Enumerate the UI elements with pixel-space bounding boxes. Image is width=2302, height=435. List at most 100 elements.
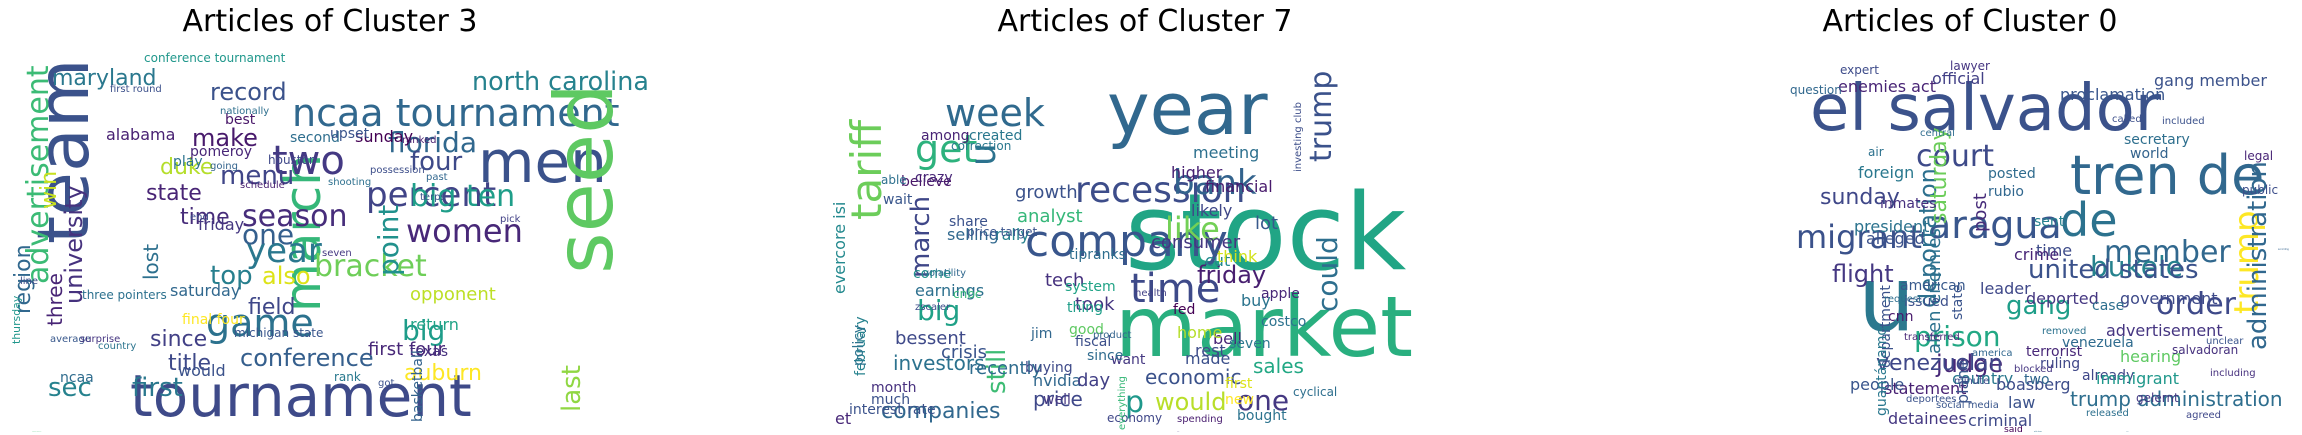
word-ncaa-tournament: ncaa tournament [292, 91, 620, 135]
word-well: well [1043, 392, 1071, 408]
word-called: called [2112, 114, 2142, 125]
word-secretary: secretary [2124, 132, 2190, 148]
word-season: season [242, 199, 347, 234]
word-team: team [22, 59, 105, 245]
word-foreign: foreign [1858, 163, 1914, 182]
word-america: america [1972, 348, 2013, 359]
word-sunday: sunday [355, 127, 413, 146]
wordcloud-canvas: stock market year company week recession get ti… [825, 44, 1465, 432]
word-world: world [2130, 146, 2169, 162]
word-deportees: deportees [1906, 394, 1957, 405]
word-government: government [2120, 289, 2218, 308]
word-gang: gang [2006, 291, 2071, 321]
word-since: since [150, 327, 207, 352]
word-past: past [426, 172, 448, 183]
word-american: american [1900, 278, 1966, 294]
word-percent: percent [366, 175, 496, 215]
word-bracket: bracket [314, 249, 427, 284]
word-used: used [2126, 431, 2129, 432]
wordcloud-canvas: said u el salvador tren de aragua court de trum… [1650, 44, 2290, 432]
word-state: state [1950, 285, 1966, 320]
word-schedule: schedule [240, 180, 285, 191]
word-cyclical: cyclical [1293, 385, 1337, 399]
word-proclamation: proclamation [2060, 85, 2165, 104]
word-already: already [2082, 368, 2134, 384]
word-possession: possession [370, 165, 425, 176]
word-price-target: price target [967, 225, 1037, 239]
word-stock: stock [1125, 171, 1407, 294]
word-line: line [20, 276, 38, 287]
word-thursday: thursday [10, 295, 23, 344]
word-terrorist: terrorist [2026, 344, 2083, 360]
word-national-champion: national champion [32, 430, 42, 432]
wordcloud-panel-cluster-3: Articles of Cluster 3 team tournament ncaa… [10, 0, 650, 435]
word-like: like [1165, 210, 1220, 248]
word-member: member [2104, 235, 2231, 270]
word-game: game [206, 301, 314, 345]
word-university: university [60, 185, 88, 304]
word-according: according [2278, 248, 2289, 251]
word-advertisement: advertisement [21, 65, 56, 284]
word-nationally: nationally [220, 106, 269, 117]
word-best: best [225, 112, 256, 128]
word-duke: duke [160, 155, 213, 180]
word-country: country [98, 341, 136, 352]
word-could: could [1311, 236, 1344, 312]
word-seven: seven [1229, 336, 1271, 352]
word-crime: crime [2014, 245, 2059, 264]
word-would: would [178, 361, 226, 380]
word-big-ten: big ten [410, 179, 515, 214]
word-opponent: opponent [410, 284, 496, 305]
word-volatility: volatility [923, 268, 966, 279]
word-shooting: shooting [328, 177, 371, 188]
word-bank: bank [1173, 163, 1257, 203]
word-request: request [1884, 294, 1922, 305]
word-first: first [1225, 376, 1253, 392]
word-two: two [2024, 372, 2050, 388]
word-tren-de: tren de [2070, 144, 2264, 207]
word-one: one [242, 218, 294, 251]
word-companies: companies [881, 399, 1001, 424]
word-rank: rank [334, 370, 361, 384]
word-come: come [913, 266, 952, 282]
word-terps: terps [420, 192, 446, 203]
wordcloud-panel-cluster-0: Articles of Cluster 0 said u el salvador tr… [1650, 0, 2290, 435]
word-alleged: alleged [1866, 229, 1925, 248]
word-basketball: basketball [410, 350, 426, 422]
word-share: share [949, 214, 988, 230]
word-investing-club: investing club [1293, 102, 1304, 172]
word-correction: correction [951, 139, 1011, 153]
word-immigrant: immigrant [2096, 369, 2179, 388]
word-salvadoran: salvadoran [2172, 343, 2238, 357]
word-ranked: ranked [402, 135, 437, 146]
word-agreed: agreed [2186, 410, 2221, 421]
word-gang-member: gang member [2154, 71, 2267, 90]
word-alabama: alabama [106, 125, 175, 144]
word-surprise: surprise [80, 334, 120, 345]
word-upset: upset [330, 126, 370, 142]
word-march: march [274, 154, 332, 312]
word-minute: minute [1954, 376, 1989, 387]
word-price: price [1033, 387, 1083, 411]
word-seven: seven [322, 248, 352, 259]
word-final-four: final four [182, 312, 245, 328]
word-recession: recession [1075, 170, 1245, 211]
chart-title: Articles of Cluster 3 [182, 4, 478, 39]
word-ruling: ruling [2040, 356, 2080, 372]
word-u: u [963, 143, 1004, 166]
word-white-house: white house [2034, 430, 2042, 432]
word-home: home [1177, 323, 1222, 342]
word-houston: houston [268, 153, 316, 167]
word-would: would [1155, 388, 1226, 416]
word-advertisement: advertisement [2106, 321, 2223, 340]
word-bought: bought [1237, 408, 1287, 424]
word-company: company [1025, 216, 1228, 267]
word-year: year [1107, 67, 1268, 151]
word-health: health [1135, 288, 1167, 299]
word-expert: expert [1840, 63, 1879, 77]
word-first: first [132, 373, 183, 403]
word-play: play [173, 154, 203, 170]
word-much: much [871, 392, 910, 408]
word-buying: buying [1025, 360, 1073, 376]
